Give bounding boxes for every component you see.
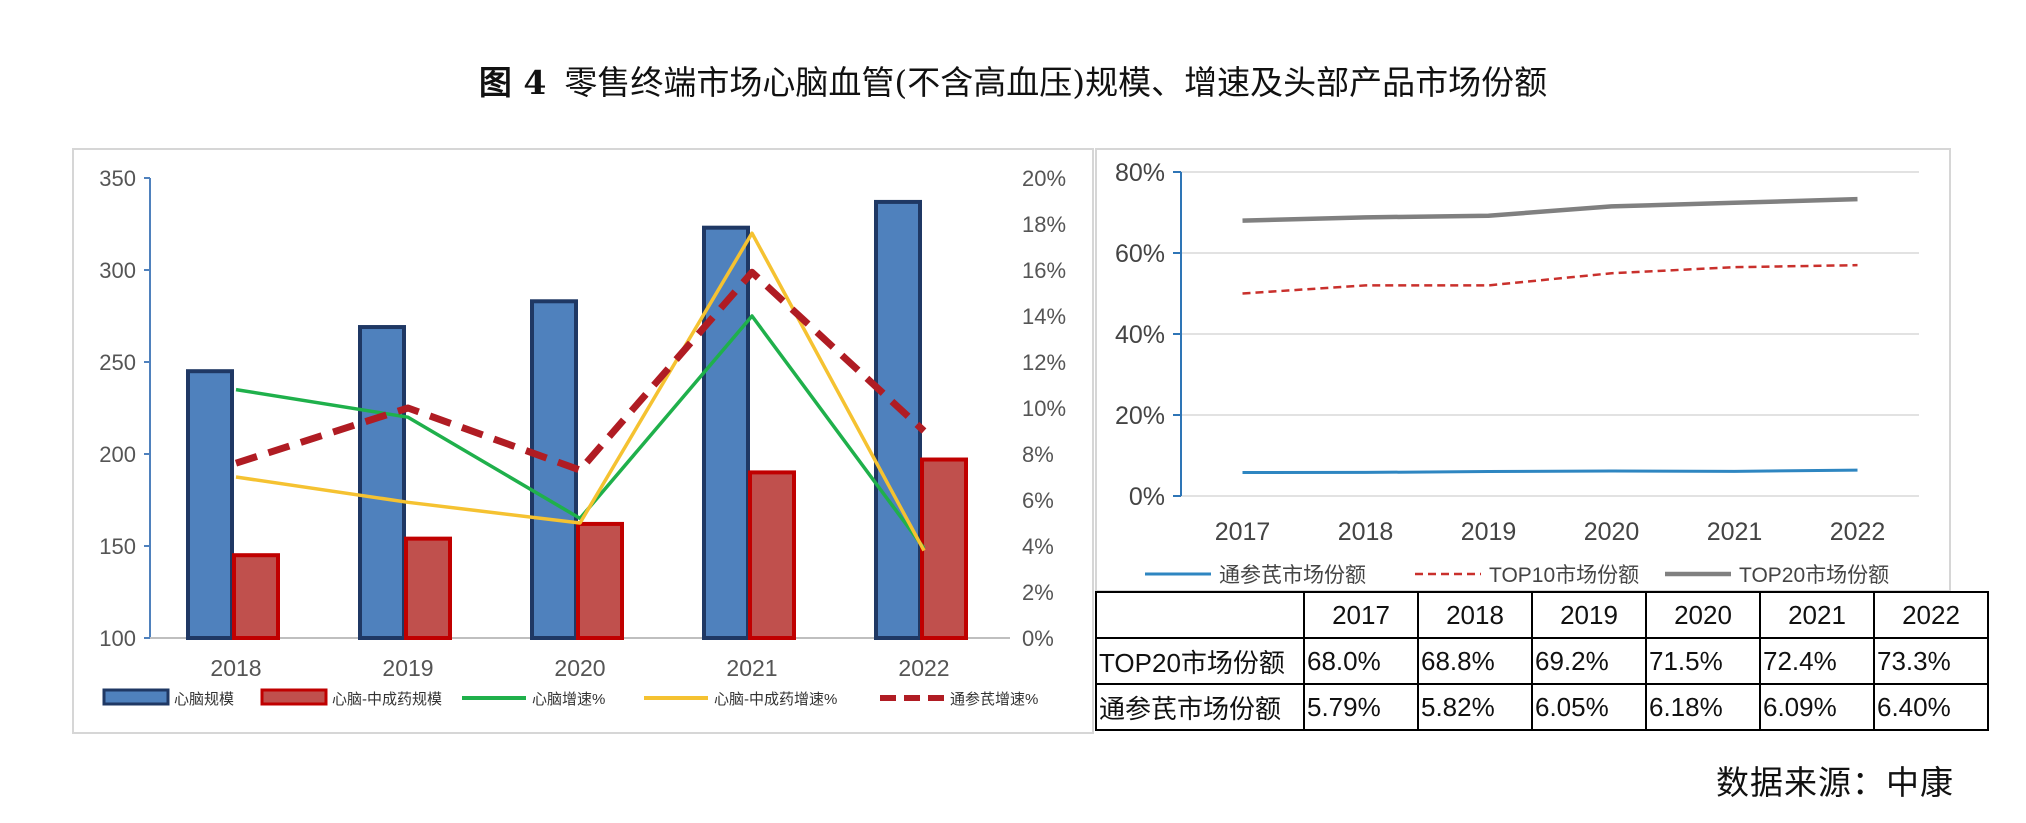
scale-growth-chart-panel: 100 150 200 250 300 350 0% 2% 4% 6% 8% 10% 12% 14% 16%… [72,148,1094,734]
market-share-table: 2017 2018 2019 2020 2021 2022 TOP20市场份额 68.0% 6… [1095,591,1989,731]
table-year-header: 2017 [1303,591,1419,639]
legend-label: TOP10市场份额 [1489,564,1639,587]
table-corner-cell [1095,591,1305,639]
bar-tcm-scale [920,457,968,640]
left-y-tick-label: 300 [99,258,136,283]
right-y-tick-label: 10% [1022,396,1066,421]
line-xinnao-growth [235,314,926,550]
bar-xinnao-scale [358,325,406,640]
legend-label: 心脑规模 [174,691,234,708]
table-year-header: 2022 [1873,591,1989,639]
y-tick-label: 20% [1115,402,1165,430]
y-tick-label: 0% [1129,483,1165,511]
table-year-header: 2020 [1645,591,1761,639]
right-y-tick-label: 16% [1022,258,1066,283]
right-y-tick-label: 8% [1022,442,1054,467]
legend-label: 心脑增速% [532,691,605,708]
x-tick-label: 2022 [898,655,949,681]
y-tick-label: 60% [1115,240,1165,268]
right-y-tick-label: 0% [1022,626,1054,651]
right-y-tick-label: 2% [1022,580,1054,605]
table-cell: 6.09% [1759,683,1875,731]
line-top20-share [1242,196,1858,223]
table-cell: 68.0% [1303,637,1419,685]
table-cell: 5.79% [1303,683,1419,731]
table-year-header: 2019 [1531,591,1647,639]
x-tick-label: 2018 [1338,518,1394,546]
line-tcm-growth [235,231,926,552]
x-tick-label: 2022 [1830,518,1886,546]
table-cell: 69.2% [1531,637,1647,685]
table-header-row: 2017 2018 2019 2020 2021 2022 [1095,591,1989,639]
right-y-tick-label: 14% [1022,304,1066,329]
legend-label: 心脑-中成药规模 [332,691,442,708]
left-y-tick-label: 100 [99,626,136,651]
x-tick-label: 2018 [210,655,261,681]
left-y-tick-label: 250 [99,350,136,375]
table-row: TOP20市场份额 68.0% 68.8% 69.2% 71.5% 72.4% 73.3% [1095,637,1989,685]
table-row: 通参芪市场份额 5.79% 5.82% 6.05% 6.18% 6.09% 6.40% [1095,683,1989,731]
bar-xinnao-scale [702,225,750,641]
left-y-tick-label: 350 [99,166,136,191]
scale-growth-chart: 100 150 200 250 300 350 0% 2% 4% 6% 8% 10% 12% 14% 16%… [99,166,1066,708]
market-share-chart: 0% 20% 40% 60% 80% 2017 2018 2019 2020 2021 2022 通参… [1115,159,1919,587]
x-tick-label: 2020 [1584,518,1640,546]
table-cell: 5.82% [1417,683,1533,731]
line-top10-share [1242,263,1858,295]
table-cell: 71.5% [1645,637,1761,685]
y-tick-label: 40% [1115,321,1165,349]
legend-swatch [260,688,328,706]
data-source: 数据来源：中康 [1716,763,1954,802]
market-share-chart-panel: 0% 20% 40% 60% 80% 2017 2018 2019 2020 2021 2022 通参… [1095,148,1951,592]
x-tick-label: 2021 [1707,518,1763,546]
chart-title: 图 4 零售终端市场心脑血管(不含高血压)规模、增速及头部产品市场份额 [0,56,2026,104]
table-cell: 6.18% [1645,683,1761,731]
table-row-label: 通参芪市场份额 [1095,683,1305,731]
legend-label: 通参芪市场份额 [1219,564,1366,587]
figure-title-text: 零售终端市场心脑血管(不含高血压)规模、增速及头部产品市场份额 [564,63,1548,102]
table-body: TOP20市场份额 68.0% 68.8% 69.2% 71.5% 72.4% 73.3% 通… [1095,637,1989,731]
left-y-tick-label: 150 [99,534,136,559]
y-tick-label: 80% [1115,159,1165,187]
right-y-tick-label: 4% [1022,534,1054,559]
line-tongshenqi-share [1242,468,1858,475]
legend-label: 通参芪增速% [950,691,1038,708]
right-y-tick-label: 12% [1022,350,1066,375]
left-y-tick-label: 200 [99,442,136,467]
right-y-tick-label: 20% [1022,166,1066,191]
line-tongshenqi-growth [234,268,927,474]
bar-xinnao-scale [874,199,922,640]
bar-tcm-scale [232,553,280,641]
bar-tcm-scale [748,470,796,640]
table-cell: 6.05% [1531,683,1647,731]
x-tick-label: 2020 [554,655,605,681]
table-cell: 6.40% [1873,683,1989,731]
right-y-tick-label: 6% [1022,488,1054,513]
right-y-tick-label: 18% [1022,212,1066,237]
legend-swatch [102,688,170,706]
bar-tcm-scale [404,536,452,641]
x-tick-label: 2017 [1215,518,1271,546]
bar-xinnao-scale [186,369,234,640]
table-row-label: TOP20市场份额 [1095,637,1305,685]
x-tick-label: 2019 [382,655,433,681]
legend-label: TOP20市场份额 [1739,564,1889,587]
x-tick-label: 2021 [726,655,777,681]
legend-label: 心脑-中成药增速% [714,691,837,708]
table-year-header: 2021 [1759,591,1875,639]
table-cell: 68.8% [1417,637,1533,685]
table-cell: 72.4% [1759,637,1875,685]
figure-label: 图 4 [478,63,547,102]
table-year-header: 2018 [1417,591,1533,639]
x-tick-label: 2019 [1461,518,1517,546]
bar-tcm-scale [576,521,624,641]
table-cell: 73.3% [1873,637,1989,685]
